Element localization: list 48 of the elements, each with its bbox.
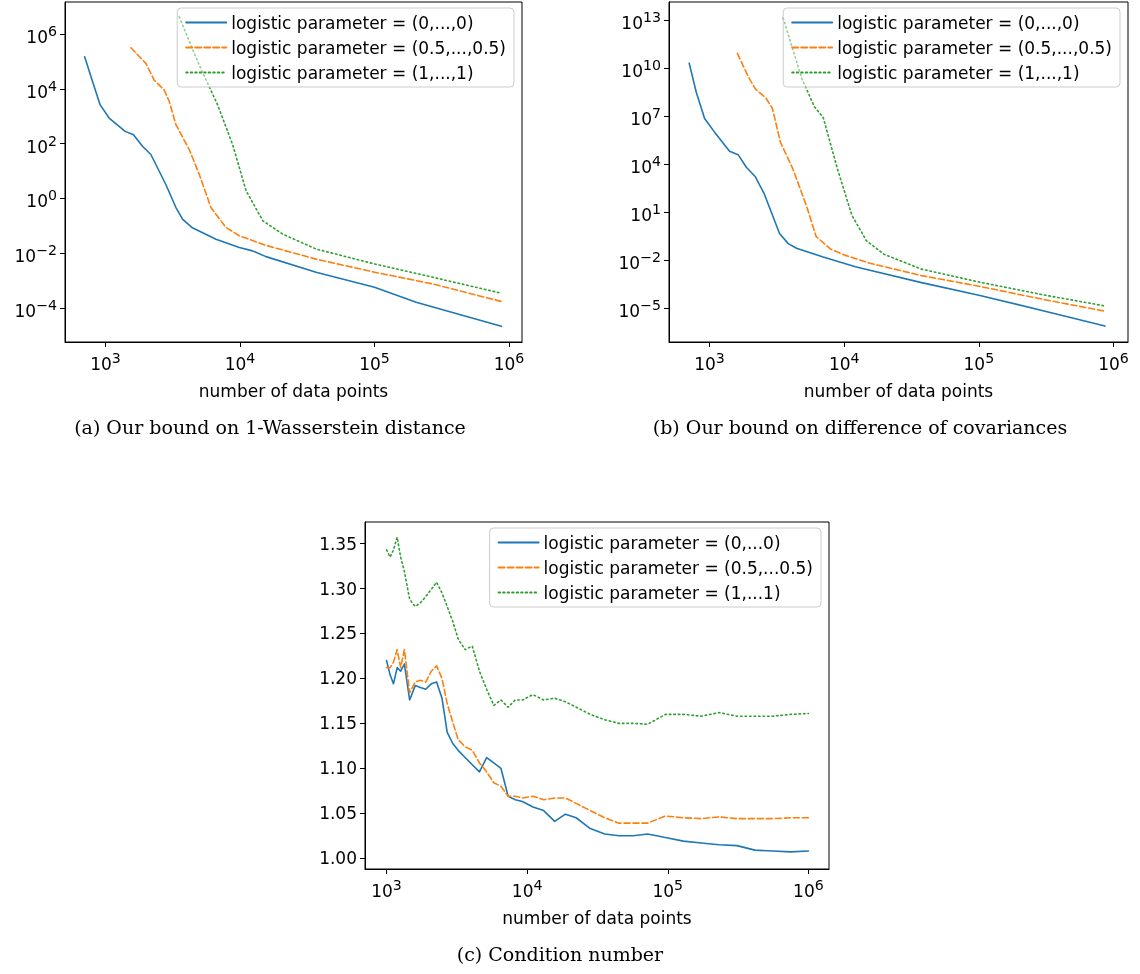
text: (b) Our bound on difference of covariances: [652, 415, 1068, 438]
legend-label: logistic parameter = (0,...,0): [231, 12, 474, 33]
legend-label: logistic parameter = (0,...0): [543, 532, 781, 553]
y-tick-label: 1.35: [319, 533, 357, 554]
y-tick-label: 10$^{7}$: [630, 104, 661, 130]
x-tick-label: 10$^{4}$: [224, 349, 256, 374]
y-tick-label: 10$^{6}$: [26, 22, 57, 47]
legend-label: logistic parameter = (0.5,...,0.5): [837, 37, 1113, 58]
y-tick-label: 10$^{2}$: [26, 131, 57, 157]
y-tick-label: 1.05: [319, 803, 357, 824]
legend-label: logistic parameter = (1,...1): [543, 582, 781, 603]
x-tick-label: 10$^{5}$: [359, 349, 390, 374]
x-tick-label: 10$^{3}$: [371, 876, 402, 901]
x-tick-label: 10$^{3}$: [90, 349, 121, 374]
y-tick-label: 10$^{10}$: [621, 56, 661, 82]
y-tick-label: 1.25: [319, 623, 357, 644]
x-tick-label: 10$^{4}$: [511, 876, 543, 901]
y-tick-label: 10$^{13}$: [621, 8, 661, 34]
y-tick-label: 1.00: [319, 848, 357, 869]
text: (c) Condition number: [456, 942, 665, 965]
legend-label: logistic parameter = (1,...,1): [837, 62, 1080, 83]
y-tick-label: 1.10: [319, 758, 357, 779]
x-axis-title: number of data points: [198, 380, 389, 401]
y-tick-label: 10$^{1}$: [630, 200, 661, 226]
legend-label: logistic parameter = (0,...,0): [837, 12, 1080, 33]
y-tick-label: 10$^{−4}$: [14, 295, 57, 321]
y-tick-label: 10$^{−5}$: [618, 296, 661, 322]
x-tick-label: 10$^{6}$: [493, 349, 525, 374]
x-tick-label: 10$^{5}$: [963, 349, 995, 374]
y-tick-label: 1.20: [319, 668, 357, 689]
y-tick-label: 10$^{−2}$: [618, 248, 661, 274]
y-tick-label: 10$^{4}$: [26, 77, 57, 102]
legend-label: logistic parameter = (0.5,...0.5): [543, 557, 814, 578]
y-tick-label: 10$^{4}$: [630, 152, 661, 178]
x-tick-label: 10$^{6}$: [793, 876, 824, 901]
x-tick-label: 10$^{6}$: [1098, 349, 1129, 374]
x-tick-label: 10$^{3}$: [694, 349, 725, 374]
y-tick-label: 1.30: [319, 578, 357, 599]
x-axis-title: number of data points: [803, 380, 994, 401]
legend-label: logistic parameter = (0.5,...,0.5): [231, 37, 507, 58]
x-tick-label: 10$^{5}$: [652, 876, 684, 901]
y-tick-label: 10$^{0}$: [26, 186, 57, 212]
x-axis-title: number of data points: [502, 907, 692, 928]
y-tick-label: 10$^{−2}$: [14, 241, 57, 266]
x-tick-label: 10$^{4}$: [828, 349, 860, 374]
y-tick-label: 1.15: [319, 713, 357, 734]
text: (a) Our bound on 1-Wasserstein distance: [74, 415, 466, 438]
legend-label: logistic parameter = (1,...,1): [231, 62, 474, 83]
